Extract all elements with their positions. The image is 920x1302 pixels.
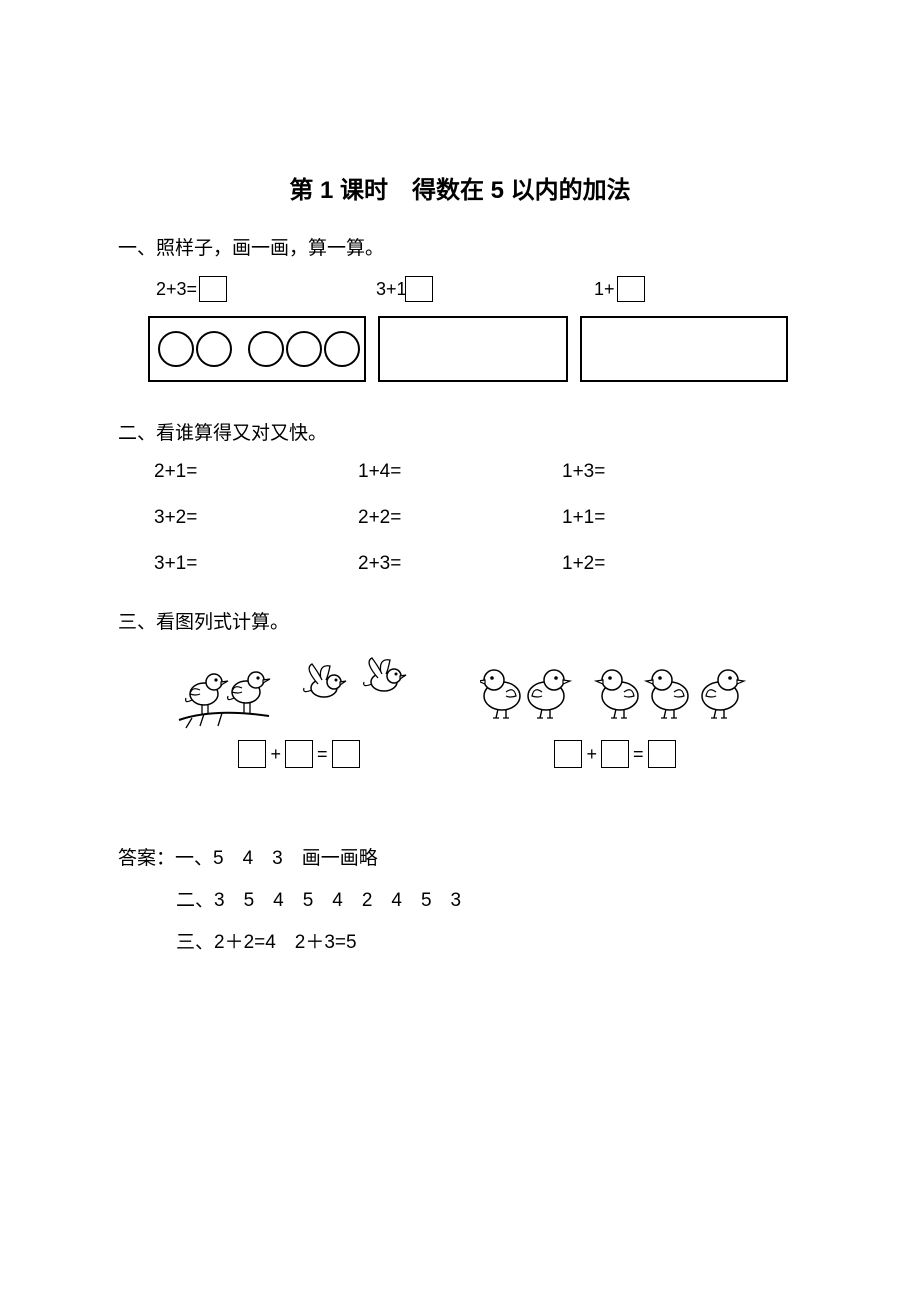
- q2-row: 3+1= 2+3= 1+2=: [154, 553, 802, 575]
- q2-cell: 2+3=: [358, 553, 562, 575]
- q2-grid: 2+1= 1+4= 1+3= 3+2= 2+2= 1+1= 3+1= 2+3= …: [118, 461, 802, 575]
- circle-icon: [324, 331, 360, 367]
- answer-box[interactable]: [554, 740, 582, 768]
- q1-draw-row: [118, 316, 802, 382]
- draw-box-empty[interactable]: [378, 316, 568, 382]
- answer-box[interactable]: [405, 276, 433, 302]
- q1-eq-2-text: 3+1: [376, 279, 407, 300]
- q3-heading: 三、看图列式计算。: [118, 607, 802, 634]
- circle-icon: [196, 331, 232, 367]
- circle-icon: [286, 331, 322, 367]
- chicks-icon: [480, 650, 750, 730]
- q1-eq-1-text: 2+3=: [156, 279, 197, 300]
- answer-box[interactable]: [285, 740, 313, 768]
- q1-eq-2: 3+1: [376, 276, 594, 302]
- draw-box-example: [148, 316, 366, 382]
- q3-eq-a: + =: [238, 740, 359, 768]
- circle-icon: [248, 331, 284, 367]
- draw-box-empty[interactable]: [580, 316, 788, 382]
- answer-box[interactable]: [601, 740, 629, 768]
- plus-sign: +: [270, 744, 281, 765]
- q2-cell: 1+1=: [562, 507, 766, 529]
- q3-block-b: + =: [480, 650, 750, 768]
- answer-box[interactable]: [332, 740, 360, 768]
- answers-label: 答案：: [118, 848, 175, 869]
- q2-cell: 1+3=: [562, 461, 766, 483]
- q2-cell: 3+2=: [154, 507, 358, 529]
- answers-line1: 答案：一、5 4 3 画一画略: [118, 838, 802, 880]
- worksheet-page: 第 1 课时 得数在 5 以内的加法 一、照样子，画一画，算一算。 2+3= 3…: [0, 0, 920, 1023]
- q2-cell: 1+4=: [358, 461, 562, 483]
- answer-box[interactable]: [617, 276, 645, 302]
- equals-sign: =: [633, 744, 644, 765]
- q3-eq-b: + =: [554, 740, 675, 768]
- answer-box[interactable]: [199, 276, 227, 302]
- page-title: 第 1 课时 得数在 5 以内的加法: [118, 170, 802, 205]
- q2-cell: 1+2=: [562, 553, 766, 575]
- q2-row: 2+1= 1+4= 1+3=: [154, 461, 802, 483]
- q1-equation-row: 2+3= 3+1 1+: [118, 276, 802, 302]
- q2-heading: 二、看谁算得又对又快。: [118, 418, 802, 445]
- answers-line3: 三、2＋2=4 2＋3=5: [118, 922, 802, 964]
- q1-eq-3: 1+: [594, 276, 645, 302]
- answer-box[interactable]: [238, 740, 266, 768]
- circle-icon: [158, 331, 194, 367]
- answers-line2: 二、3 5 4 5 4 2 4 5 3: [118, 880, 802, 922]
- q2-cell: 2+2=: [358, 507, 562, 529]
- answers-line1-text: 一、5 4 3 画一画略: [175, 848, 378, 869]
- q3-figure-row: + =: [118, 650, 802, 768]
- plus-sign: +: [586, 744, 597, 765]
- birds-perched-flying-icon: [174, 650, 424, 730]
- q2-cell: 3+1=: [154, 553, 358, 575]
- q1-eq-1: 2+3=: [156, 276, 376, 302]
- q1-heading: 一、照样子，画一画，算一算。: [118, 233, 802, 260]
- q3-block-a: + =: [174, 650, 424, 768]
- q1-eq-3-text: 1+: [594, 279, 615, 300]
- answers-block: 答案：一、5 4 3 画一画略 二、3 5 4 5 4 2 4 5 3 三、2＋…: [118, 838, 802, 963]
- q2-row: 3+2= 2+2= 1+1=: [154, 507, 802, 529]
- q2-cell: 2+1=: [154, 461, 358, 483]
- equals-sign: =: [317, 744, 328, 765]
- answer-box[interactable]: [648, 740, 676, 768]
